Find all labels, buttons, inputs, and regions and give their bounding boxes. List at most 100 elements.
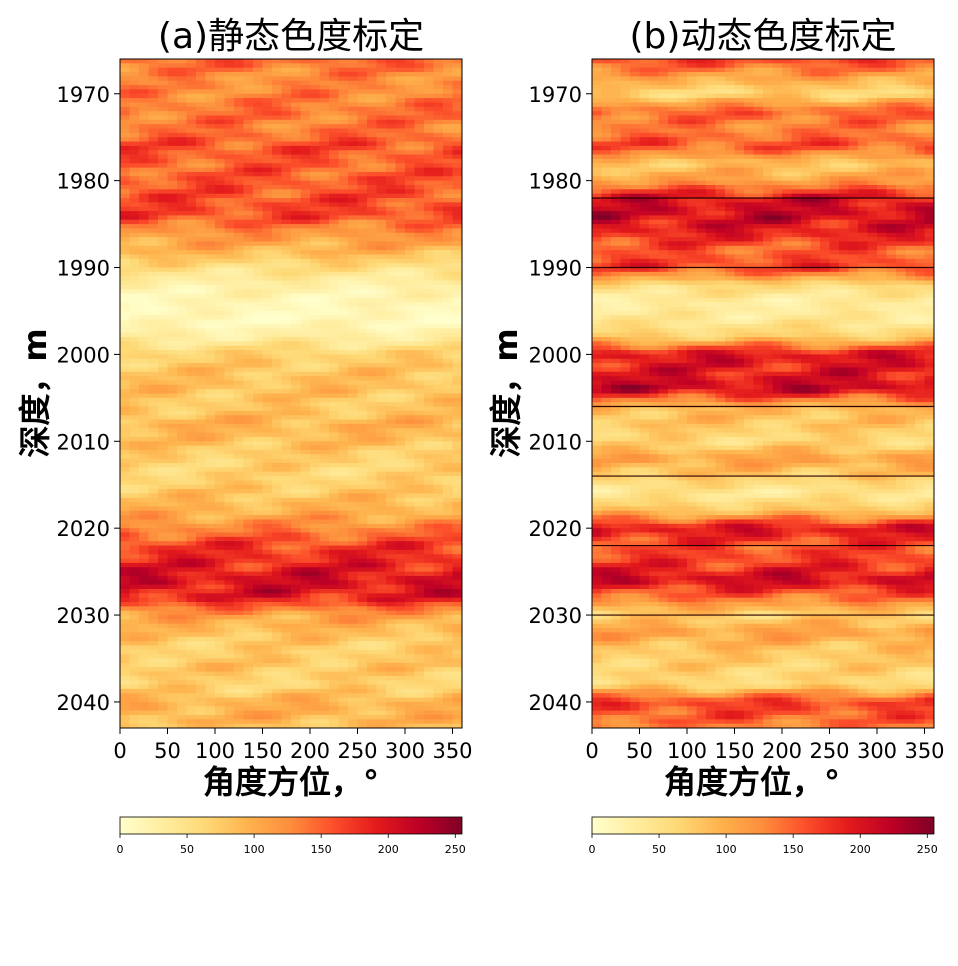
heatmap-cell	[329, 180, 340, 186]
heatmap-cell	[414, 341, 425, 347]
heatmap-cell	[281, 124, 292, 130]
heatmap-cell	[158, 432, 169, 438]
heatmap-cell	[338, 250, 349, 256]
heatmap-cell	[310, 98, 321, 104]
heatmap-cell	[167, 276, 178, 282]
heatmap-cell	[158, 549, 169, 555]
heatmap-cell	[386, 189, 397, 195]
heatmap-cell	[338, 575, 349, 581]
heatmap-cell	[443, 219, 454, 225]
heatmap-cell	[177, 323, 188, 329]
heatmap-cell	[433, 237, 444, 243]
heatmap-cell	[281, 658, 292, 664]
heatmap-cell	[443, 284, 454, 290]
heatmap-cell	[291, 158, 302, 164]
heatmap-cell	[186, 610, 197, 616]
heatmap-cell	[338, 132, 349, 138]
heatmap-cell	[196, 111, 207, 117]
heatmap-cell	[177, 254, 188, 260]
heatmap-cell	[443, 141, 454, 147]
heatmap-cell	[167, 536, 178, 542]
heatmap-cell	[310, 158, 321, 164]
heatmap-cell	[433, 519, 444, 525]
heatmap-cell	[433, 615, 444, 620]
heatmap-cell	[148, 380, 159, 386]
heatmap-cell	[386, 72, 397, 77]
heatmap-cell	[253, 497, 264, 503]
heatmap-cell	[253, 575, 264, 581]
heatmap-cell	[129, 423, 140, 429]
heatmap-cell	[405, 436, 416, 442]
heatmap-cell	[158, 415, 169, 421]
heatmap-cell	[243, 267, 254, 273]
heatmap-cell	[262, 554, 273, 560]
heatmap-cell	[357, 402, 368, 408]
heatmap-cell	[281, 198, 292, 203]
heatmap-cell	[139, 158, 150, 164]
heatmap-cell	[177, 506, 188, 512]
heatmap-cell	[395, 345, 406, 351]
heatmap-cell	[433, 515, 444, 521]
heatmap-cell	[395, 267, 406, 273]
heatmap-cell	[395, 289, 406, 295]
heatmap-cell	[405, 476, 416, 481]
heatmap-cell	[452, 510, 462, 516]
heatmap-cell	[443, 224, 454, 230]
heatmap-cell	[215, 493, 226, 499]
heatmap-cell	[186, 406, 197, 412]
heatmap-cell	[357, 141, 368, 147]
heatmap-cell	[405, 263, 416, 269]
heatmap-cell	[215, 528, 226, 534]
heatmap-cell	[348, 584, 359, 590]
heatmap-cell	[348, 319, 359, 325]
heatmap-cell	[139, 406, 150, 412]
heatmap-cell	[243, 628, 254, 634]
heatmap-cell	[433, 350, 444, 355]
heatmap-cell	[129, 315, 140, 321]
heatmap-cell	[158, 137, 169, 143]
heatmap-cell	[452, 258, 462, 264]
heatmap-cell	[348, 593, 359, 599]
heatmap-cell	[452, 89, 462, 95]
heatmap-cell	[196, 59, 207, 64]
heatmap-cell	[205, 554, 216, 560]
heatmap-cell	[319, 510, 330, 516]
heatmap-cell	[139, 250, 150, 256]
heatmap-cell	[310, 293, 321, 299]
heatmap-cell	[357, 115, 368, 121]
heatmap-cell	[357, 189, 368, 195]
heatmap-cell	[253, 180, 264, 186]
heatmap-cell	[357, 132, 368, 138]
heatmap-cell	[281, 428, 292, 434]
heatmap-cell	[186, 345, 197, 351]
heatmap-cell	[348, 215, 359, 221]
heatmap-cell	[139, 606, 150, 612]
heatmap-cell	[376, 198, 387, 203]
heatmap-cell	[386, 154, 397, 160]
heatmap-cell	[120, 536, 131, 542]
heatmap-cell	[262, 150, 273, 156]
heatmap-cell	[186, 363, 197, 369]
heatmap-cell	[291, 59, 302, 64]
heatmap-cell	[443, 406, 454, 412]
heatmap-cell	[196, 198, 207, 203]
heatmap-cell	[319, 489, 330, 495]
heatmap-cell	[433, 541, 444, 547]
heatmap-cell	[310, 319, 321, 325]
heatmap-cell	[424, 284, 435, 290]
heatmap-cell	[348, 615, 359, 620]
heatmap-cell	[224, 406, 235, 412]
heatmap-cell	[243, 63, 254, 69]
heatmap-cell	[329, 289, 340, 295]
heatmap-cell	[272, 389, 283, 395]
heatmap-cell	[348, 380, 359, 386]
heatmap-cell	[452, 184, 462, 190]
heatmap-cell	[158, 428, 169, 434]
heatmap-cell	[386, 471, 397, 477]
heatmap-cell	[338, 180, 349, 186]
heatmap-cell	[414, 445, 425, 451]
heatmap-cell	[443, 98, 454, 104]
heatmap-cell	[120, 302, 131, 308]
heatmap-cell	[367, 506, 378, 512]
heatmap-cell	[158, 106, 169, 112]
